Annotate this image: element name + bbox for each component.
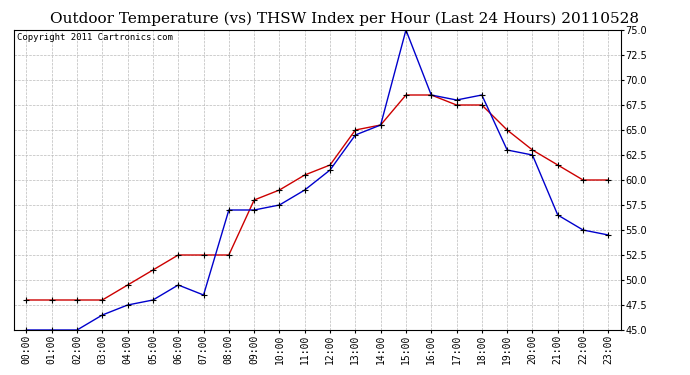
Text: Outdoor Temperature (vs) THSW Index per Hour (Last 24 Hours) 20110528: Outdoor Temperature (vs) THSW Index per … [50, 11, 640, 26]
Text: Copyright 2011 Cartronics.com: Copyright 2011 Cartronics.com [17, 33, 172, 42]
